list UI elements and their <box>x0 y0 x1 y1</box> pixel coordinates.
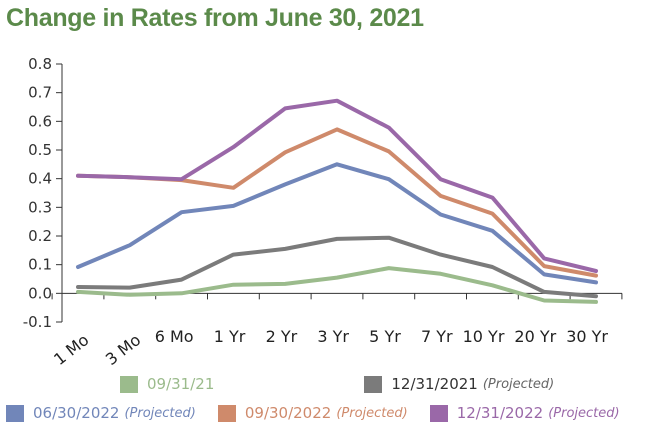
legend-row-2: 06/30/2022 (Projected) 09/30/2022 (Proje… <box>6 404 620 422</box>
legend-item-series-2: 12/31/2021 (Projected) <box>364 375 554 393</box>
series-line-5 <box>76 98 598 273</box>
x-tick-label: 1 Yr <box>214 327 246 346</box>
x-tick-labels: 1 Mo 3 Mo 6 Mo 1 Yr 2 Yr 3 Yr 5 Yr 7 Yr 10 Yr 20 … <box>50 327 608 369</box>
legend-swatch-series-2 <box>364 375 383 393</box>
y-tick-label: 0.5 <box>28 141 52 159</box>
x-tick-label: 30 Yr <box>566 327 608 346</box>
legend-item-series-3: 06/30/2022 (Projected) <box>6 404 196 422</box>
legend-label-series-4: 09/30/2022 <box>244 404 332 422</box>
legend-row-1: 09/31/21 12/31/2021 (Projected) <box>120 375 554 393</box>
series-line-2 <box>76 235 598 299</box>
series-line-3 <box>76 162 598 285</box>
legend-item-series-1: 09/31/21 <box>120 375 219 393</box>
series-lines <box>76 98 598 304</box>
y-tick-label: 0.6 <box>28 112 52 130</box>
legend-note-series-2: (Projected) <box>482 376 555 392</box>
x-tick-label: 2 Yr <box>266 327 298 346</box>
legend-swatch-series-4 <box>217 404 236 422</box>
x-tick-label: 20 Yr <box>514 327 556 346</box>
y-tick-label: 0.0 <box>28 284 52 302</box>
legend-swatch-series-1 <box>120 375 138 393</box>
legend-note-series-4: (Projected) <box>336 405 408 421</box>
y-tick-label: 0.3 <box>28 198 52 216</box>
legend-item-series-5: 12/31/2022 (Projected) <box>429 404 620 422</box>
legend-note-series-3: (Projected) <box>124 405 196 421</box>
x-tick-label: 3 Mo <box>102 330 144 369</box>
y-tick-labels: -0.1 0.0 0.1 0.2 0.3 0.4 0.5 0.6 0.7 0.8 <box>23 55 52 331</box>
y-tick-label: -0.1 <box>23 313 52 331</box>
legend-item-series-4: 09/30/2022 (Projected) <box>217 404 408 422</box>
y-tick-label: 0.8 <box>28 55 52 73</box>
x-tick-label: 7 Yr <box>421 327 453 346</box>
legend-label-series-3: 06/30/2022 <box>33 404 120 422</box>
x-tick-label: 5 Yr <box>369 327 401 346</box>
x-tick-label: 3 Yr <box>317 327 349 346</box>
y-tick-label: 0.4 <box>28 170 52 188</box>
legend-label-series-5: 12/31/2022 <box>456 404 544 422</box>
x-tick-label: 10 Yr <box>463 327 505 346</box>
chart-title: Change in Rates from June 30, 2021 <box>6 4 424 32</box>
legend-label-series-2: 12/31/2021 <box>391 375 478 393</box>
legend-note-series-5: (Projected) <box>548 405 620 421</box>
y-tick-label: 0.2 <box>28 227 52 245</box>
legend-swatch-series-5 <box>429 404 448 422</box>
legend-label-series-1: 09/31/21 <box>147 375 215 393</box>
y-tick-label: 0.1 <box>28 256 52 274</box>
y-tick-label: 0.7 <box>28 84 52 102</box>
x-tick-label: 6 Mo <box>155 327 194 346</box>
legend-swatch-series-3 <box>6 404 24 422</box>
series-line-1 <box>76 266 598 304</box>
x-tick-label: 1 Mo <box>50 330 92 369</box>
